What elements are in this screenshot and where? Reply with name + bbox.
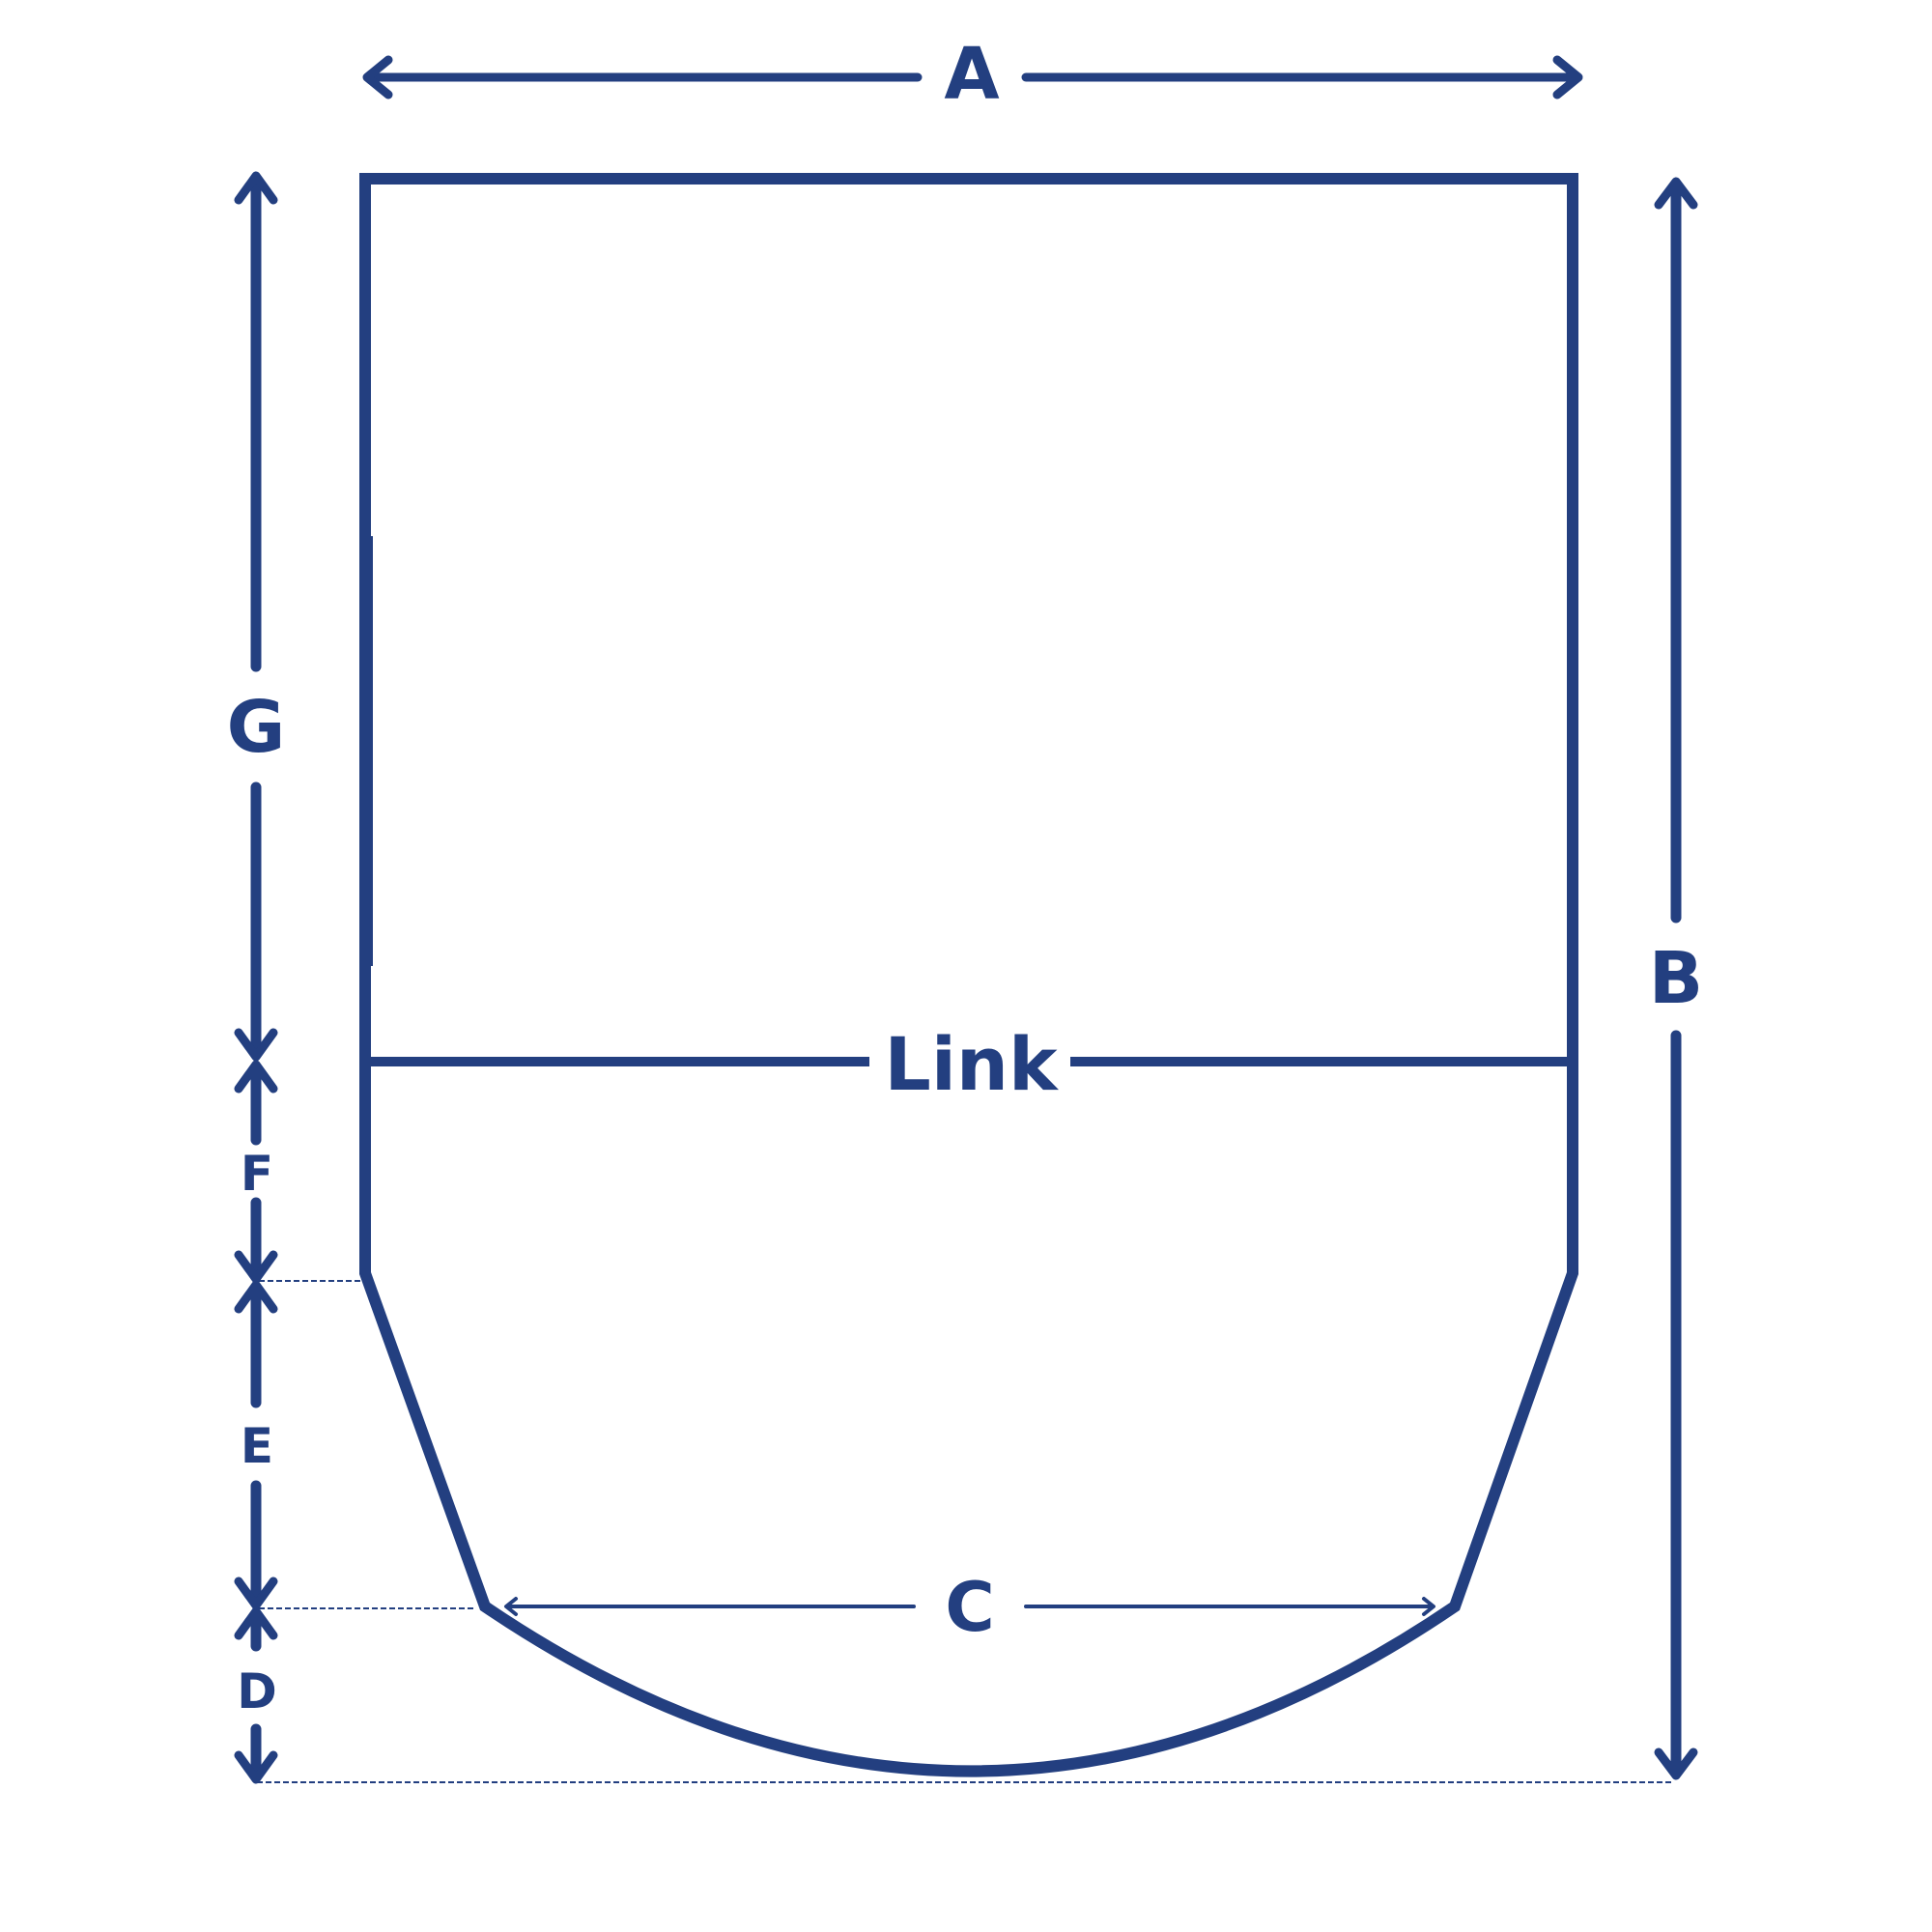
dimension-c <box>504 1597 1435 1616</box>
arrow-left-icon <box>362 55 393 99</box>
arrow-left-icon <box>504 1597 518 1616</box>
dimension-c-label: C <box>945 1568 994 1647</box>
dimension-left-stack <box>234 171 278 1784</box>
arrow-down-icon <box>1654 1747 1698 1780</box>
arrow-down-icon <box>234 1028 278 1062</box>
dimension-e-label: E <box>241 1418 273 1474</box>
arrow-down-icon <box>234 1577 278 1610</box>
pouch-outline <box>359 173 1578 1777</box>
dimension-g-label: G <box>227 686 286 769</box>
link-label: Link <box>884 1021 1059 1107</box>
arrow-down-icon <box>234 1750 278 1784</box>
reference-lines <box>257 1280 1673 1783</box>
dimension-b <box>1654 177 1698 1780</box>
arrow-right-icon <box>1422 1597 1435 1616</box>
arrow-up-icon <box>1654 177 1698 210</box>
dimension-a <box>362 55 1583 99</box>
arrow-up-icon <box>234 171 278 205</box>
dimension-d-label: D <box>237 1663 277 1719</box>
dimension-f-label: F <box>241 1146 273 1202</box>
dimension-b-label: B <box>1649 937 1703 1020</box>
dimension-a-label: A <box>944 33 999 116</box>
arrow-down-icon <box>234 1250 278 1284</box>
arrow-right-icon <box>1552 55 1583 99</box>
link-divider: Link <box>371 1021 1567 1107</box>
